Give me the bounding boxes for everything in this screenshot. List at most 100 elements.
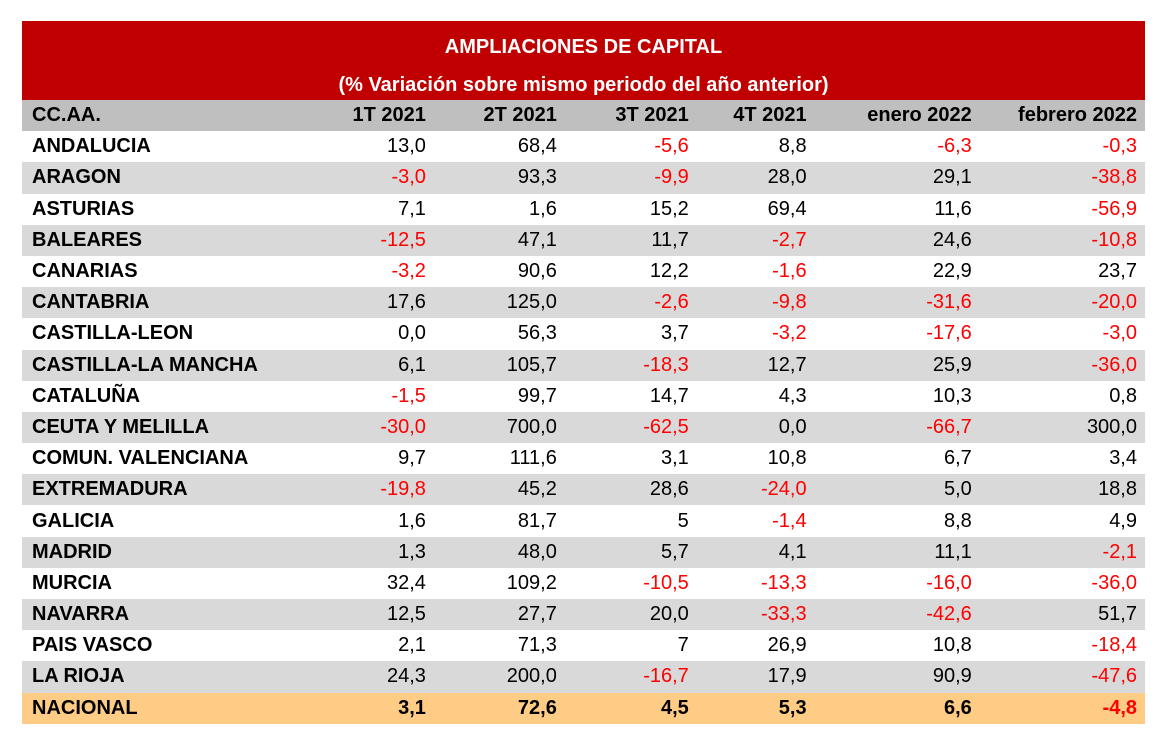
- value-cell-1t-2021: -30,0: [324, 411, 434, 444]
- table-subtitle: (% Variación sobre mismo periodo del año…: [338, 74, 829, 96]
- value-cell-febrero-2022: 18,8: [979, 474, 1145, 506]
- value-cell-3t-2021: 11,7: [564, 224, 697, 256]
- value-cell-1t-2021: 17,6: [324, 287, 434, 319]
- value-cell-4t-2021: 8,8: [778, 135, 807, 158]
- value-cell-enero-2022: 11,1: [814, 536, 980, 568]
- region-name-cell: PAIS VASCO: [32, 634, 153, 657]
- value-cell-4t-2021: -1,4: [772, 509, 807, 532]
- table-row: ANDALUCIA 13,0 68,4 -5,6 8,8 -6,3 -0,3: [22, 131, 1145, 162]
- value-cell-febrero-2022: 23,7: [1098, 260, 1137, 283]
- value-cell-enero-2022: -6,3: [937, 135, 972, 158]
- value-cell-3t-2021: 12,2: [649, 260, 689, 283]
- column-header-region: CC.AA.: [22, 100, 325, 132]
- value-cell-4t-2021: -33,3: [696, 599, 815, 631]
- value-cell-4t-2021: -1,6: [772, 260, 807, 283]
- value-cell-1t-2021: -1,5: [391, 384, 426, 407]
- value-cell-febrero-2022: -3,0: [1102, 322, 1137, 345]
- table-row: PAIS VASCO 2,1 71,3 7 26,9 10,8 -18,4: [22, 630, 1145, 661]
- value-cell-3t-2021: 28,6: [564, 474, 697, 506]
- value-cell-enero-2022: 8,8: [943, 509, 972, 532]
- table-row: ARAGON -3,0 93,3 -9,9 28,0 29,1 -38,8: [22, 162, 1145, 194]
- region-name-cell: NAVARRA: [22, 599, 325, 631]
- value-cell-febrero-2022: 4,9: [1109, 509, 1137, 532]
- value-cell-febrero-2022: -36,0: [979, 349, 1145, 381]
- value-cell-febrero-2022: -18,4: [1091, 634, 1137, 657]
- value-cell-enero-2022: 6,6: [814, 692, 980, 724]
- table-row: MADRID 1,3 48,0 5,7 4,1 11,1 -2,1: [22, 536, 1145, 568]
- value-cell-3t-2021: -5,6: [654, 135, 689, 158]
- region-name-cell: EXTREMADURA: [22, 474, 325, 506]
- column-header-4t-2021: 4T 2021: [696, 100, 815, 132]
- value-cell-febrero-2022: -4,8: [979, 692, 1145, 724]
- table-title: AMPLIACIONES DE CAPITAL: [444, 36, 723, 58]
- region-name-cell: LA RIOJA: [22, 661, 325, 693]
- column-header-1t-2021: 1T 2021: [324, 100, 434, 132]
- value-cell-3t-2021: 20,0: [564, 599, 697, 631]
- value-cell-2t-2021: 27,7: [433, 599, 565, 631]
- value-cell-3t-2021: -2,6: [564, 287, 697, 319]
- value-cell-febrero-2022: -36,0: [1091, 571, 1137, 594]
- table-row: CATALUÑA -1,5 99,7 14,7 4,3 10,3 0,8: [22, 381, 1145, 412]
- region-name-cell: ARAGON: [22, 162, 325, 194]
- value-cell-3t-2021: 5: [677, 509, 689, 532]
- value-cell-enero-2022: -31,6: [814, 287, 980, 319]
- value-cell-febrero-2022: -0,3: [1102, 135, 1137, 158]
- region-name-cell: CATALUÑA: [32, 384, 141, 407]
- value-cell-2t-2021: 1,6: [529, 197, 557, 220]
- table-row: CANARIAS -3,2 90,6 12,2 -1,6 22,9 23,7: [22, 256, 1145, 287]
- value-cell-3t-2021: -10,5: [643, 571, 689, 594]
- value-cell-febrero-2022: -56,9: [1091, 197, 1137, 220]
- region-name-cell: CEUTA Y MELILLA: [22, 411, 325, 444]
- table-row: CANTABRIA 17,6 125,0 -2,6 -9,8 -31,6 -20,0: [22, 287, 1145, 319]
- value-cell-1t-2021: -19,8: [324, 474, 434, 506]
- value-cell-1t-2021: 9,7: [398, 447, 426, 470]
- value-cell-2t-2021: 81,7: [517, 509, 557, 532]
- total-row: NACIONAL 3,1 72,6 4,5 5,3 6,6 -4,8: [22, 692, 1145, 724]
- column-header-row: CC.AA. 1T 2021 2T 2021 3T 2021 4T 2021 e…: [22, 100, 1145, 132]
- value-cell-febrero-2022: -2,1: [979, 536, 1145, 568]
- value-cell-enero-2022: -66,7: [814, 411, 980, 444]
- region-name-cell: MADRID: [22, 536, 325, 568]
- region-name-cell: CANARIAS: [32, 260, 138, 283]
- value-cell-3t-2021: 4,5: [564, 692, 697, 724]
- value-cell-4t-2021: -24,0: [696, 474, 815, 506]
- value-cell-1t-2021: 2,1: [398, 634, 426, 657]
- column-header-3t-2021: 3T 2021: [564, 100, 697, 132]
- value-cell-enero-2022: -16,0: [926, 571, 972, 594]
- region-name-cell: ASTURIAS: [32, 197, 135, 220]
- region-name-cell: COMUN. VALENCIANA: [32, 447, 249, 470]
- table-row: NAVARRA 12,5 27,7 20,0 -33,3 -42,6 51,7: [22, 599, 1145, 631]
- region-name-cell: CASTILLA-LA MANCHA: [22, 349, 325, 381]
- value-cell-febrero-2022: -10,8: [979, 224, 1145, 256]
- column-header-2t-2021: 2T 2021: [433, 100, 565, 132]
- region-name-cell: MURCIA: [32, 571, 112, 594]
- value-cell-4t-2021: -13,3: [761, 571, 807, 594]
- value-cell-4t-2021: -2,7: [696, 224, 815, 256]
- value-cell-2t-2021: 72,6: [433, 692, 565, 724]
- table-row: CASTILLA-LA MANCHA 6,1 105,7 -18,3 12,7 25,9-…: [22, 349, 1145, 381]
- value-cell-1t-2021: 32,4: [386, 571, 426, 594]
- table-row: EXTREMADURA -19,8 45,2 28,6 -24,0 5,0 18,8: [22, 474, 1145, 506]
- value-cell-3t-2021: 3,1: [660, 447, 689, 470]
- value-cell-4t-2021: 5,3: [696, 692, 815, 724]
- table-row: BALEARES -12,5 47,1 11,7 -2,7 24,6 -10,8: [22, 224, 1145, 256]
- value-cell-enero-2022: 90,9: [814, 661, 980, 693]
- value-cell-enero-2022: 29,1: [814, 162, 980, 194]
- value-cell-enero-2022: 22,9: [932, 260, 972, 283]
- value-cell-enero-2022: 5,0: [814, 474, 980, 506]
- value-cell-3t-2021: 15,2: [649, 197, 689, 220]
- table-row: GALICIA 1,6 81,7 5 -1,4 8,8 4,9: [22, 505, 1145, 536]
- value-cell-4t-2021: 10,8: [767, 447, 807, 470]
- value-cell-3t-2021: 5,7: [564, 536, 697, 568]
- value-cell-enero-2022: 6,7: [943, 447, 972, 470]
- value-cell-enero-2022: -17,6: [926, 322, 972, 345]
- table-body: ANDALUCIA 13,0 68,4 -5,6 8,8 -6,3 -0,3 ARAGON -3…: [22, 131, 1145, 724]
- value-cell-3t-2021: 14,7: [649, 384, 689, 407]
- region-name-cell: NACIONAL: [22, 692, 325, 724]
- value-cell-febrero-2022: 300,0: [979, 411, 1145, 444]
- value-cell-3t-2021: 3,7: [660, 322, 689, 345]
- table-row: CEUTA Y MELILLA -30,0 700,0 -62,5 0,0 -66,7 30…: [22, 411, 1145, 444]
- value-cell-4t-2021: 4,1: [696, 536, 815, 568]
- value-cell-2t-2021: 93,3: [433, 162, 565, 194]
- value-cell-1t-2021: -12,5: [324, 224, 434, 256]
